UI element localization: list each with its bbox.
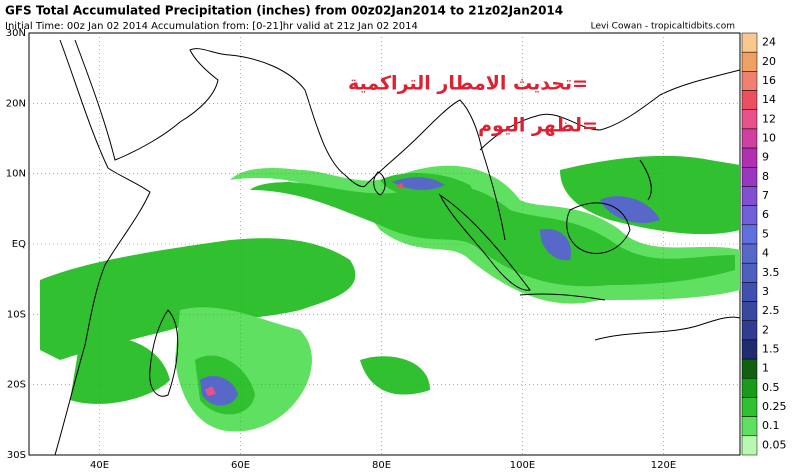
colorbar-bin [741, 416, 758, 437]
colorbar-bin [741, 51, 758, 72]
colorbar-label: 3 [762, 285, 769, 298]
lon-label: 80E [372, 460, 391, 471]
lon-label: 100E [510, 460, 535, 471]
title: GFS Total Accumulated Precipitation (inc… [5, 4, 563, 18]
lon-label: 60E [231, 460, 250, 471]
colorbar: 24 20 16 14 12 10 9 8 7 6 5 4 3.5 3 2.5 2 1.5 1 0.5 0.25 0.1… [741, 32, 787, 456]
colorbar-label: 9 [762, 151, 769, 164]
colorbar-bin [741, 128, 758, 149]
annotation-line: =تحديث الامطار التراكمية [348, 73, 588, 95]
lat-label: 30N [6, 28, 26, 39]
colorbar-bin [741, 90, 758, 110]
colorbar-label: 16 [762, 74, 776, 87]
colorbar-label: 6 [762, 208, 769, 221]
colorbar-bin [741, 147, 758, 168]
lat-label: 30S [7, 450, 26, 461]
annotation-line: =لظهر اليوم [478, 115, 598, 137]
subtitle: Initial Time: 00z Jan 02 2014 Accumulati… [5, 21, 418, 32]
colorbar-bin [741, 205, 758, 226]
colorbar-bin [741, 358, 758, 379]
lat-label: 10N [6, 169, 26, 180]
colorbar-label: 7 [762, 189, 769, 202]
colorbar-label: 24 [762, 36, 776, 49]
credit: Levi Cowan - tropicaltidbits.com [591, 22, 735, 32]
lon-label: 40E [90, 460, 109, 471]
colorbar-bin [741, 186, 758, 206]
colorbar-bin [741, 301, 758, 321]
colorbar-label: 14 [762, 93, 776, 106]
colorbar-label: 0.5 [762, 381, 780, 394]
colorbar-bin [741, 397, 758, 417]
colorbar-bin [741, 339, 758, 360]
colorbar-label: 0.1 [762, 419, 780, 432]
colorbar-label: 2.5 [762, 304, 780, 317]
colorbar-label: 4 [762, 247, 769, 260]
colorbar-label: 1.5 [762, 343, 780, 356]
colorbar-bin [741, 320, 758, 341]
lat-label: 10S [7, 309, 26, 320]
lon-label: 120E [651, 460, 676, 471]
colorbar-bin [741, 109, 758, 130]
colorbar-label: 1 [762, 362, 769, 375]
colorbar-bin [741, 243, 758, 264]
colorbar-bin [741, 71, 758, 91]
colorbar-label: 20 [762, 55, 776, 68]
colorbar-label: 5 [762, 227, 769, 240]
lat-label: 20N [6, 98, 26, 109]
colorbar-label: 12 [762, 112, 776, 125]
colorbar-bin [741, 32, 758, 53]
colorbar-bin [741, 167, 758, 187]
colorbar-label: 3.5 [762, 266, 780, 279]
coastlines [54, 39, 741, 456]
colorbar-bin [741, 435, 758, 456]
lat-label: EQ [12, 239, 26, 250]
colorbar-label: 2 [762, 323, 769, 336]
colorbar-label: 8 [762, 170, 769, 183]
colorbar-bin [741, 262, 758, 283]
colorbar-bin [741, 224, 758, 245]
colorbar-label: 0.05 [762, 438, 787, 451]
map [28, 32, 741, 456]
colorbar-label: 10 [762, 132, 776, 145]
colorbar-bin [741, 282, 758, 302]
colorbar-bin [741, 378, 758, 398]
colorbar-label: 0.25 [762, 400, 787, 413]
lat-label: 20S [7, 380, 26, 391]
